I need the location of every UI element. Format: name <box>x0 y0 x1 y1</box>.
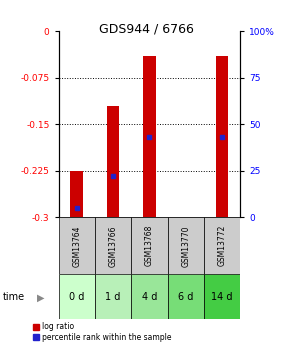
Bar <box>131 217 168 274</box>
Bar <box>59 274 95 319</box>
Bar <box>131 274 168 319</box>
Bar <box>216 56 229 217</box>
Text: 0 d: 0 d <box>69 292 84 302</box>
Text: GSM13768: GSM13768 <box>145 225 154 266</box>
Text: GDS944 / 6766: GDS944 / 6766 <box>99 22 194 36</box>
Bar <box>107 106 120 217</box>
Text: 6 d: 6 d <box>178 292 193 302</box>
Text: 14 d: 14 d <box>211 292 233 302</box>
Bar <box>95 274 131 319</box>
Text: time: time <box>3 293 25 302</box>
Bar <box>59 217 95 274</box>
Bar <box>143 56 156 217</box>
Text: GSM13772: GSM13772 <box>218 225 226 266</box>
Text: GSM13764: GSM13764 <box>72 225 81 267</box>
Bar <box>168 274 204 319</box>
Bar <box>204 274 240 319</box>
Text: 1 d: 1 d <box>105 292 121 302</box>
Bar <box>70 171 83 217</box>
Legend: log ratio, percentile rank within the sample: log ratio, percentile rank within the sa… <box>33 322 172 342</box>
Text: GSM13770: GSM13770 <box>181 225 190 267</box>
Bar <box>95 217 131 274</box>
Text: GSM13766: GSM13766 <box>109 225 117 267</box>
Bar <box>204 217 240 274</box>
Bar <box>168 217 204 274</box>
Text: 4 d: 4 d <box>142 292 157 302</box>
Text: ▶: ▶ <box>37 293 45 302</box>
